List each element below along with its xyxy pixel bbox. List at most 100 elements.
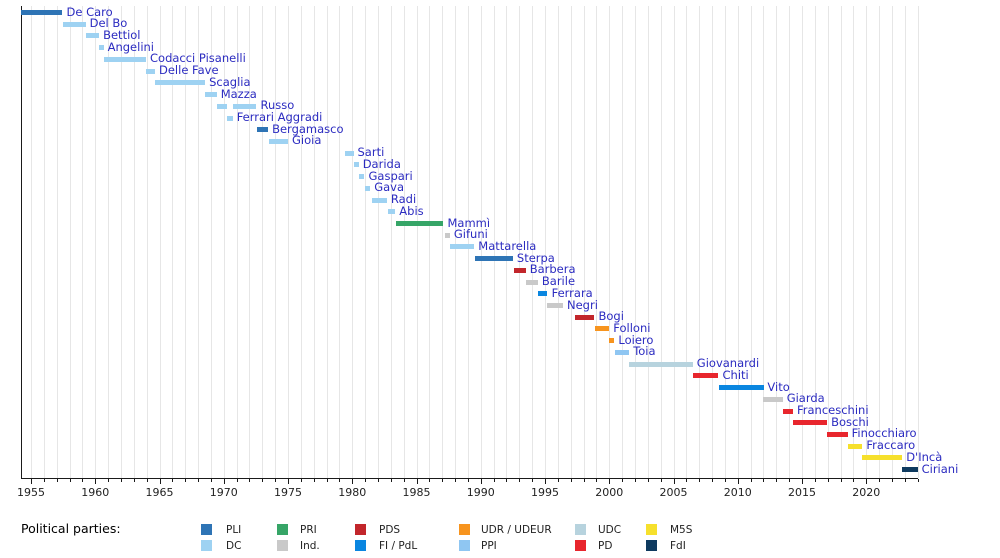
year-gridline xyxy=(300,6,302,478)
minor-tick xyxy=(622,478,624,482)
minor-tick xyxy=(891,478,893,482)
major-tick xyxy=(545,478,546,484)
minor-tick xyxy=(686,478,688,482)
major-tick xyxy=(223,478,225,484)
term-bar xyxy=(387,209,396,215)
year-gridline xyxy=(198,6,199,478)
year-gridline xyxy=(403,6,405,478)
year-gridline xyxy=(634,6,636,478)
term-bar xyxy=(155,80,206,86)
minister-label: Angelini xyxy=(107,39,154,54)
minor-tick xyxy=(712,478,713,482)
minister-label: Codacci Pisanelli xyxy=(150,51,246,66)
year-gridline xyxy=(416,6,418,478)
minor-tick xyxy=(82,478,84,482)
term-bar xyxy=(902,467,918,473)
minor-tick xyxy=(506,478,508,482)
term-bar xyxy=(85,33,100,39)
minister-label: Gava xyxy=(374,180,404,195)
term-bar xyxy=(371,197,387,203)
axis-tick-label: 2020 xyxy=(852,486,881,499)
minor-tick xyxy=(917,478,919,482)
year-gridline xyxy=(352,6,354,478)
major-tick xyxy=(95,478,97,484)
term-bar xyxy=(62,21,86,27)
minister-label: De Caro xyxy=(66,4,113,19)
term-bar xyxy=(449,244,475,250)
year-gridline xyxy=(377,6,379,478)
axis-tick-label: 1980 xyxy=(338,486,367,499)
term-bar xyxy=(718,385,764,390)
minor-tick xyxy=(557,478,559,482)
term-bar xyxy=(99,45,104,51)
term-bar xyxy=(514,267,526,273)
year-gridline xyxy=(82,6,84,478)
minister-label: Gioia xyxy=(292,133,322,148)
y-axis-line xyxy=(20,6,22,479)
minor-tick xyxy=(853,478,855,482)
term-bar xyxy=(615,349,630,355)
term-bar xyxy=(525,279,538,285)
minister-label: Delle Fave xyxy=(159,63,219,78)
year-gridline xyxy=(827,6,829,478)
year-gridline xyxy=(891,6,893,478)
minor-tick xyxy=(377,478,379,482)
minor-tick xyxy=(313,478,315,482)
minor-tick xyxy=(724,478,726,482)
year-gridline xyxy=(133,6,135,478)
legend-swatch xyxy=(201,540,212,551)
year-gridline xyxy=(557,6,559,478)
minister-label: Abis xyxy=(399,203,424,218)
axis-tick-label: 2000 xyxy=(595,486,624,499)
minister-label: Franceschini xyxy=(797,403,869,417)
year-gridline xyxy=(121,6,122,478)
minister-label: Mattarella xyxy=(478,238,537,253)
term-bar xyxy=(692,373,719,379)
year-gridline xyxy=(339,6,341,478)
minor-tick xyxy=(493,478,495,482)
minor-tick xyxy=(763,478,765,482)
minor-tick xyxy=(647,478,649,482)
minister-label: Bettiol xyxy=(103,27,141,42)
year-gridline xyxy=(712,6,713,478)
minister-label: Ciriani xyxy=(921,461,959,476)
minister-label: Loiero xyxy=(618,332,654,347)
minor-tick xyxy=(236,478,238,482)
minor-tick xyxy=(442,478,444,482)
year-gridline xyxy=(262,6,264,478)
minister-label: Negri xyxy=(567,297,598,312)
axis-tick-label: 1985 xyxy=(402,486,431,499)
minor-tick xyxy=(455,478,457,482)
legend-label: PPI xyxy=(481,540,497,552)
year-gridline xyxy=(686,6,688,478)
minor-tick xyxy=(583,478,585,482)
year-gridline xyxy=(840,6,842,478)
axis-tick-label: 2005 xyxy=(659,486,688,499)
major-tick xyxy=(288,478,289,484)
minor-tick xyxy=(275,478,277,482)
minor-tick xyxy=(750,478,752,482)
minister-label: Fraccaro xyxy=(866,438,916,453)
term-bar xyxy=(216,103,227,109)
minor-tick xyxy=(827,478,829,482)
year-gridline xyxy=(455,6,457,478)
minor-tick xyxy=(390,478,392,482)
year-gridline xyxy=(647,6,649,478)
minor-tick xyxy=(904,478,906,482)
term-bar xyxy=(364,185,371,191)
minister-label: Del Bo xyxy=(89,16,128,31)
minor-tick xyxy=(879,478,881,482)
minor-tick xyxy=(634,478,636,482)
year-gridline xyxy=(879,6,881,478)
year-gridline xyxy=(288,6,289,478)
year-gridline xyxy=(519,6,521,478)
major-tick xyxy=(802,478,803,484)
term-bar xyxy=(763,396,783,402)
term-bar xyxy=(546,303,563,308)
minor-tick xyxy=(121,478,122,482)
minister-label: Sterpa xyxy=(516,250,555,265)
year-gridline xyxy=(442,6,444,478)
minor-tick xyxy=(69,478,71,482)
minor-tick xyxy=(365,478,367,482)
year-gridline xyxy=(31,6,32,478)
